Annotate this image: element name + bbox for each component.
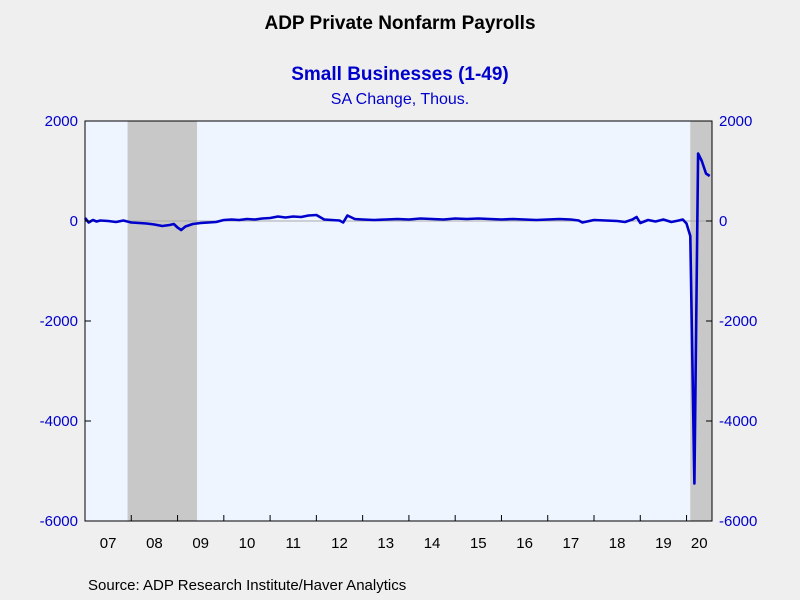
xtick-label: 08 — [146, 535, 163, 552]
y-axis-right: 2000 0 -2000 -4000 -6000 — [719, 113, 757, 530]
xtick-label: 18 — [609, 535, 626, 552]
ytick-label-left: 2000 — [45, 113, 78, 130]
xtick-label: 09 — [192, 535, 209, 552]
chart-title: ADP Private Nonfarm Payrolls — [264, 13, 535, 34]
xtick-label: 15 — [470, 535, 487, 552]
xtick-label: 17 — [563, 535, 580, 552]
recession-band-0 — [127, 121, 197, 521]
xtick-label: 14 — [424, 535, 441, 552]
ytick-label-left: -6000 — [40, 513, 78, 530]
xtick-label: 12 — [331, 535, 348, 552]
ytick-label-right: -4000 — [719, 413, 757, 430]
ytick-label-left: -2000 — [40, 313, 78, 330]
xtick-label: 20 — [691, 535, 708, 552]
chart-units: SA Change, Thous. — [331, 91, 469, 108]
ytick-label-right: 2000 — [719, 113, 752, 130]
xtick-label: 07 — [100, 535, 117, 552]
ytick-label-left: 0 — [70, 213, 78, 230]
series-line — [83, 152, 711, 485]
ytick-label-left: -4000 — [40, 413, 78, 430]
ytick-label-right: -6000 — [719, 513, 757, 530]
y-axis-left: 2000 0 -2000 -4000 -6000 — [40, 113, 78, 530]
axis-ticks — [85, 120, 712, 522]
ytick-label-right: -2000 — [719, 313, 757, 330]
source-note: Source: ADP Research Institute/Haver Ana… — [88, 577, 406, 594]
chart-subtitle: Small Businesses (1-49) — [291, 64, 509, 85]
xtick-label: 16 — [516, 535, 533, 552]
xtick-label: 10 — [239, 535, 256, 552]
ytick-label-right: 0 — [719, 213, 727, 230]
x-axis: 07 08 09 10 11 12 13 14 15 16 17 18 19 20 — [100, 535, 708, 552]
xtick-label: 13 — [377, 535, 394, 552]
xtick-label: 11 — [285, 535, 301, 552]
xtick-label: 19 — [655, 535, 672, 552]
